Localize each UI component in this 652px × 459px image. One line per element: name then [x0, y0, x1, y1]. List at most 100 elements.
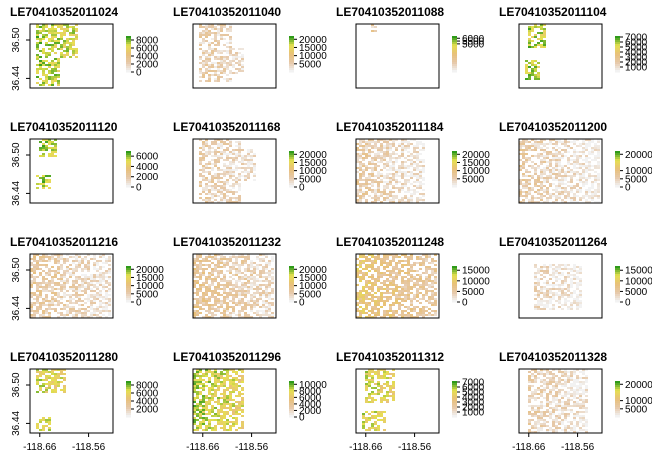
raster-cell — [208, 288, 211, 290]
raster-cell — [362, 145, 365, 147]
legend-swatch — [452, 48, 457, 51]
legend-swatch — [126, 395, 131, 398]
raster-cell — [72, 32, 75, 34]
raster-cell — [247, 258, 250, 260]
raster-cell — [99, 284, 102, 286]
raster-cell — [531, 62, 534, 64]
raster-cell — [528, 28, 531, 30]
raster-cell — [573, 187, 576, 189]
raster-cell — [235, 274, 238, 276]
raster-cell — [241, 157, 244, 159]
raster-cell — [54, 32, 57, 34]
raster-cell — [564, 189, 567, 191]
raster-cell — [534, 274, 537, 276]
raster-cell — [235, 165, 238, 167]
raster-cell — [36, 425, 39, 427]
raster-cell — [250, 316, 253, 318]
raster-cell — [431, 270, 434, 272]
raster-cell — [244, 157, 247, 159]
raster-cell — [564, 278, 567, 280]
raster-cell — [66, 310, 69, 312]
raster-cell — [268, 304, 271, 306]
raster-cell — [392, 278, 395, 280]
raster-cell — [226, 421, 229, 423]
raster-cell — [244, 274, 247, 276]
raster-cell — [561, 292, 564, 294]
raster-cell — [232, 413, 235, 415]
raster-cell — [564, 373, 567, 375]
raster-cell — [78, 284, 81, 286]
raster-cell — [368, 143, 371, 145]
raster-cell — [576, 157, 579, 159]
raster-cell — [555, 199, 558, 201]
raster-cell — [383, 411, 386, 413]
raster-cell — [431, 274, 434, 276]
raster-cell — [208, 403, 211, 405]
raster-cell — [383, 272, 386, 274]
raster-cell — [193, 282, 196, 284]
raster-cell — [531, 369, 534, 371]
raster-cell — [42, 371, 45, 373]
raster-cell — [268, 280, 271, 282]
raster-cell — [217, 377, 220, 379]
raster-cell — [555, 159, 558, 161]
raster-cell — [238, 161, 241, 163]
raster-cell — [36, 38, 39, 40]
raster-cell — [404, 171, 407, 173]
raster-cell — [383, 266, 386, 268]
raster-cell — [42, 28, 45, 30]
raster-cell — [359, 296, 362, 298]
raster-cell — [380, 175, 383, 177]
raster-cell — [238, 189, 241, 191]
raster-cell — [66, 314, 69, 316]
raster-cell — [247, 153, 250, 155]
raster-cell — [48, 260, 51, 262]
raster-cell — [45, 64, 48, 66]
raster-cell — [253, 155, 256, 157]
raster-cell — [594, 189, 597, 191]
raster-cell — [42, 312, 45, 314]
raster-cell — [407, 155, 410, 157]
legend-tick-label: 6000 — [136, 44, 159, 55]
raster-cell — [422, 143, 425, 145]
raster-cell — [235, 387, 238, 389]
raster-cell — [573, 153, 576, 155]
raster-cell — [208, 147, 211, 149]
raster-cell — [238, 143, 241, 145]
raster-cell — [389, 191, 392, 193]
raster-cell — [30, 274, 33, 276]
raster-cell — [561, 191, 564, 193]
raster-cell — [217, 28, 220, 30]
raster-cell — [72, 308, 75, 310]
raster-cell — [537, 165, 540, 167]
raster-cell — [247, 149, 250, 151]
raster-cell — [359, 270, 362, 272]
raster-cell — [102, 272, 105, 274]
raster-cell — [377, 185, 380, 187]
raster-cell — [214, 56, 217, 58]
raster-cell — [540, 28, 543, 30]
raster-cell — [229, 292, 232, 294]
raster-cell — [543, 169, 546, 171]
raster-cell — [226, 379, 229, 381]
raster-cell — [389, 177, 392, 179]
raster-cell — [202, 177, 205, 179]
legend-swatch — [126, 153, 131, 156]
raster-cell — [208, 173, 211, 175]
raster-cell — [531, 155, 534, 157]
raster-cell — [416, 185, 419, 187]
raster-cell — [558, 187, 561, 189]
raster-cell — [42, 310, 45, 312]
raster-cell — [543, 185, 546, 187]
raster-cell — [229, 153, 232, 155]
raster-cell — [205, 292, 208, 294]
raster-cell — [552, 155, 555, 157]
raster-cell — [525, 171, 528, 173]
raster-cell — [214, 185, 217, 187]
raster-cell — [386, 395, 389, 397]
raster-cell — [374, 302, 377, 304]
raster-cell — [217, 175, 220, 177]
raster-cell — [220, 262, 223, 264]
raster-cell — [108, 284, 111, 286]
raster-cell — [93, 274, 96, 276]
